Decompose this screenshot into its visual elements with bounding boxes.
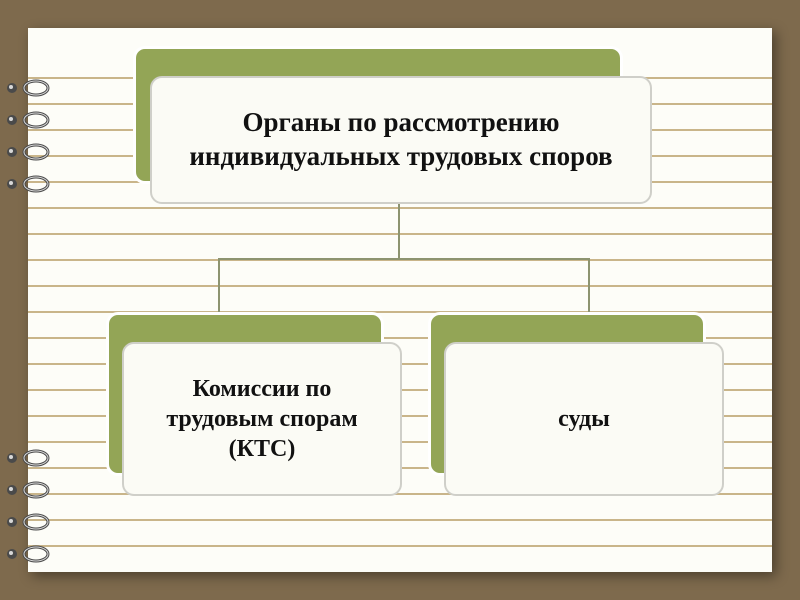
tree-connector bbox=[398, 204, 400, 258]
tree-connector bbox=[588, 258, 590, 312]
notebook-paper: Органы по рассмотрению индивидуальных тр… bbox=[28, 28, 772, 572]
tree-connector bbox=[218, 258, 590, 260]
tree-connector bbox=[218, 258, 220, 312]
outer-frame: Органы по рассмотрению индивидуальных тр… bbox=[0, 0, 800, 600]
diagram-canvas: Органы по рассмотрению индивидуальных тр… bbox=[28, 28, 772, 572]
node-right: суды bbox=[444, 342, 724, 496]
node-left: Комиссии по трудовым спорам (КТС) bbox=[122, 342, 402, 496]
node-root: Органы по рассмотрению индивидуальных тр… bbox=[150, 76, 652, 204]
